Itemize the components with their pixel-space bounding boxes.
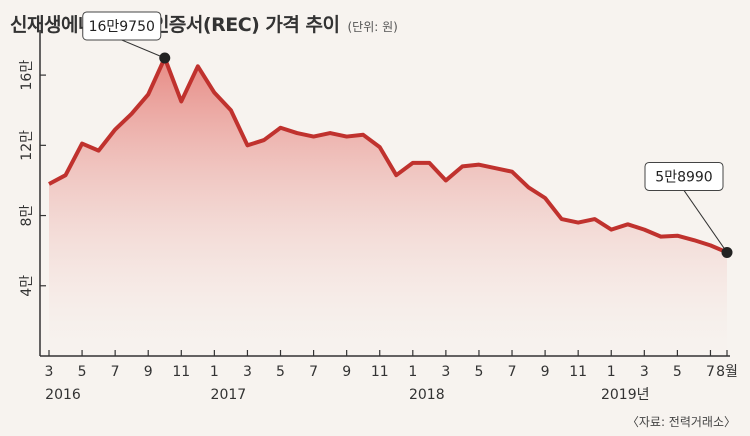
year-label: 2018 (409, 387, 445, 403)
x-tick-label: 1 (408, 364, 417, 380)
x-tick-label: 7 (706, 364, 715, 380)
highlight-point (721, 246, 733, 258)
x-tick-label: 5 (474, 364, 483, 380)
callout-label: 5만8990 (655, 169, 712, 185)
highlight-point (159, 52, 171, 64)
source-label: 〈자료: 전력거래소〉 (626, 415, 736, 429)
x-tick-label: 9 (541, 364, 550, 380)
area-fill (49, 57, 727, 356)
x-tick-label: 1 (210, 364, 219, 380)
callout-box (644, 161, 724, 191)
year-label: 2017 (211, 387, 247, 403)
x-tick-label: 11 (371, 364, 389, 380)
x-tick-label: 3 (45, 364, 54, 380)
callout-label: 16만9750 (89, 19, 155, 35)
y-tick-label: 12만 (19, 130, 35, 161)
x-tick-label: 5 (673, 364, 682, 380)
x-tick-label: 9 (144, 364, 153, 380)
x-tick-label: 5 (78, 364, 87, 380)
callout-leader (121, 39, 165, 59)
y-tick-label: 4만 (19, 275, 35, 297)
y-tick-label: 16만 (19, 60, 35, 91)
x-tick-label: 3 (441, 364, 450, 380)
x-tick-label: 3 (640, 364, 649, 380)
x-tick-label: 7 (111, 364, 120, 380)
x-tick-label: 7 (508, 364, 517, 380)
x-tick-label: 8월 (716, 364, 738, 380)
x-tick-label: 11 (569, 364, 587, 380)
year-label: 2019년 (601, 387, 650, 403)
x-tick-label: 5 (276, 364, 285, 380)
unit-label: (단위: 원) (347, 20, 398, 34)
x-tick-label: 9 (342, 364, 351, 380)
callout-leader (683, 190, 728, 253)
year-label: 2016 (45, 387, 81, 403)
callout-box (82, 11, 162, 41)
y-tick-label: 8만 (19, 205, 35, 227)
x-tick-label: 7 (309, 364, 318, 380)
x-tick-label: 11 (172, 364, 190, 380)
x-tick-label: 3 (243, 364, 252, 380)
x-tick-label: 1 (607, 364, 616, 380)
series-line (48, 55, 728, 255)
